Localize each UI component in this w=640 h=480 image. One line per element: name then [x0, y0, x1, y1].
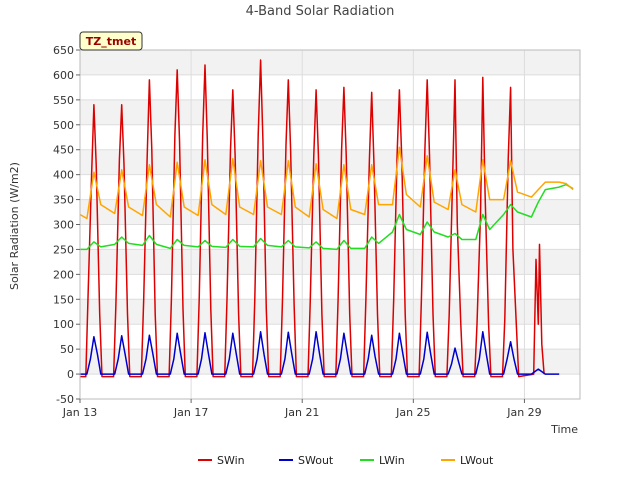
y-tick-label: 100	[53, 318, 74, 331]
legend-label-lwout: LWout	[460, 454, 494, 467]
y-tick-label: 600	[53, 69, 74, 82]
series-line-swout	[80, 330, 560, 375]
series-line-swin	[80, 59, 545, 378]
station-tag-label: TZ_tmet	[86, 35, 136, 48]
legend-label-lwin: LWin	[379, 454, 405, 467]
plot-band	[80, 99, 580, 125]
plot-band	[80, 249, 580, 275]
x-axis-label: Time	[550, 423, 578, 436]
x-tick-label: Jan 17	[173, 406, 208, 419]
y-tick-label: 0	[67, 368, 74, 381]
y-tick-label: 250	[53, 243, 74, 256]
y-tick-label: 200	[53, 268, 74, 281]
legend: SWin SWout LWin LWout	[198, 454, 494, 467]
plot-band	[80, 50, 580, 75]
y-tick-label: 550	[53, 94, 74, 107]
x-tick-label: Jan 13	[62, 406, 97, 419]
station-tag: TZ_tmet	[79, 31, 143, 51]
x-tick-label: Jan 29	[506, 406, 541, 419]
y-tick-label: -50	[56, 393, 74, 406]
plot-band	[80, 199, 580, 225]
plot-band	[80, 149, 580, 175]
series-line-lwin	[80, 183, 574, 251]
plot-band	[80, 299, 580, 325]
y-tick-label: 350	[53, 194, 74, 207]
series-lines	[79, 59, 574, 378]
x-axis-ticks: Jan 13 Jan 17 Jan 21 Jan 25 Jan 29	[62, 399, 542, 419]
series-line-lwout	[79, 146, 574, 220]
y-tick-label: 650	[53, 44, 74, 57]
y-tick-label: 50	[60, 343, 74, 356]
x-tick-label: Jan 21	[284, 406, 319, 419]
plot-band	[80, 349, 580, 375]
y-tick-label: 450	[53, 144, 74, 157]
station-tag-box	[79, 31, 143, 51]
y-tick-label: 150	[53, 293, 74, 306]
y-axis-label: Solar Radiation (W/m2)	[8, 162, 21, 290]
legend-label-swout: SWout	[298, 454, 334, 467]
y-tick-label: 300	[53, 219, 74, 232]
y-tick-label: 400	[53, 169, 74, 182]
chart-title: 4-Band Solar Radiation	[246, 4, 395, 19]
y-tick-label: 500	[53, 119, 74, 132]
legend-label-swin: SWin	[217, 454, 245, 467]
x-tick-label: Jan 25	[395, 406, 430, 419]
y-axis-ticks: -50 0 50 100 150 200 250 300 350 400 450 500 550 600 6…	[53, 44, 80, 406]
